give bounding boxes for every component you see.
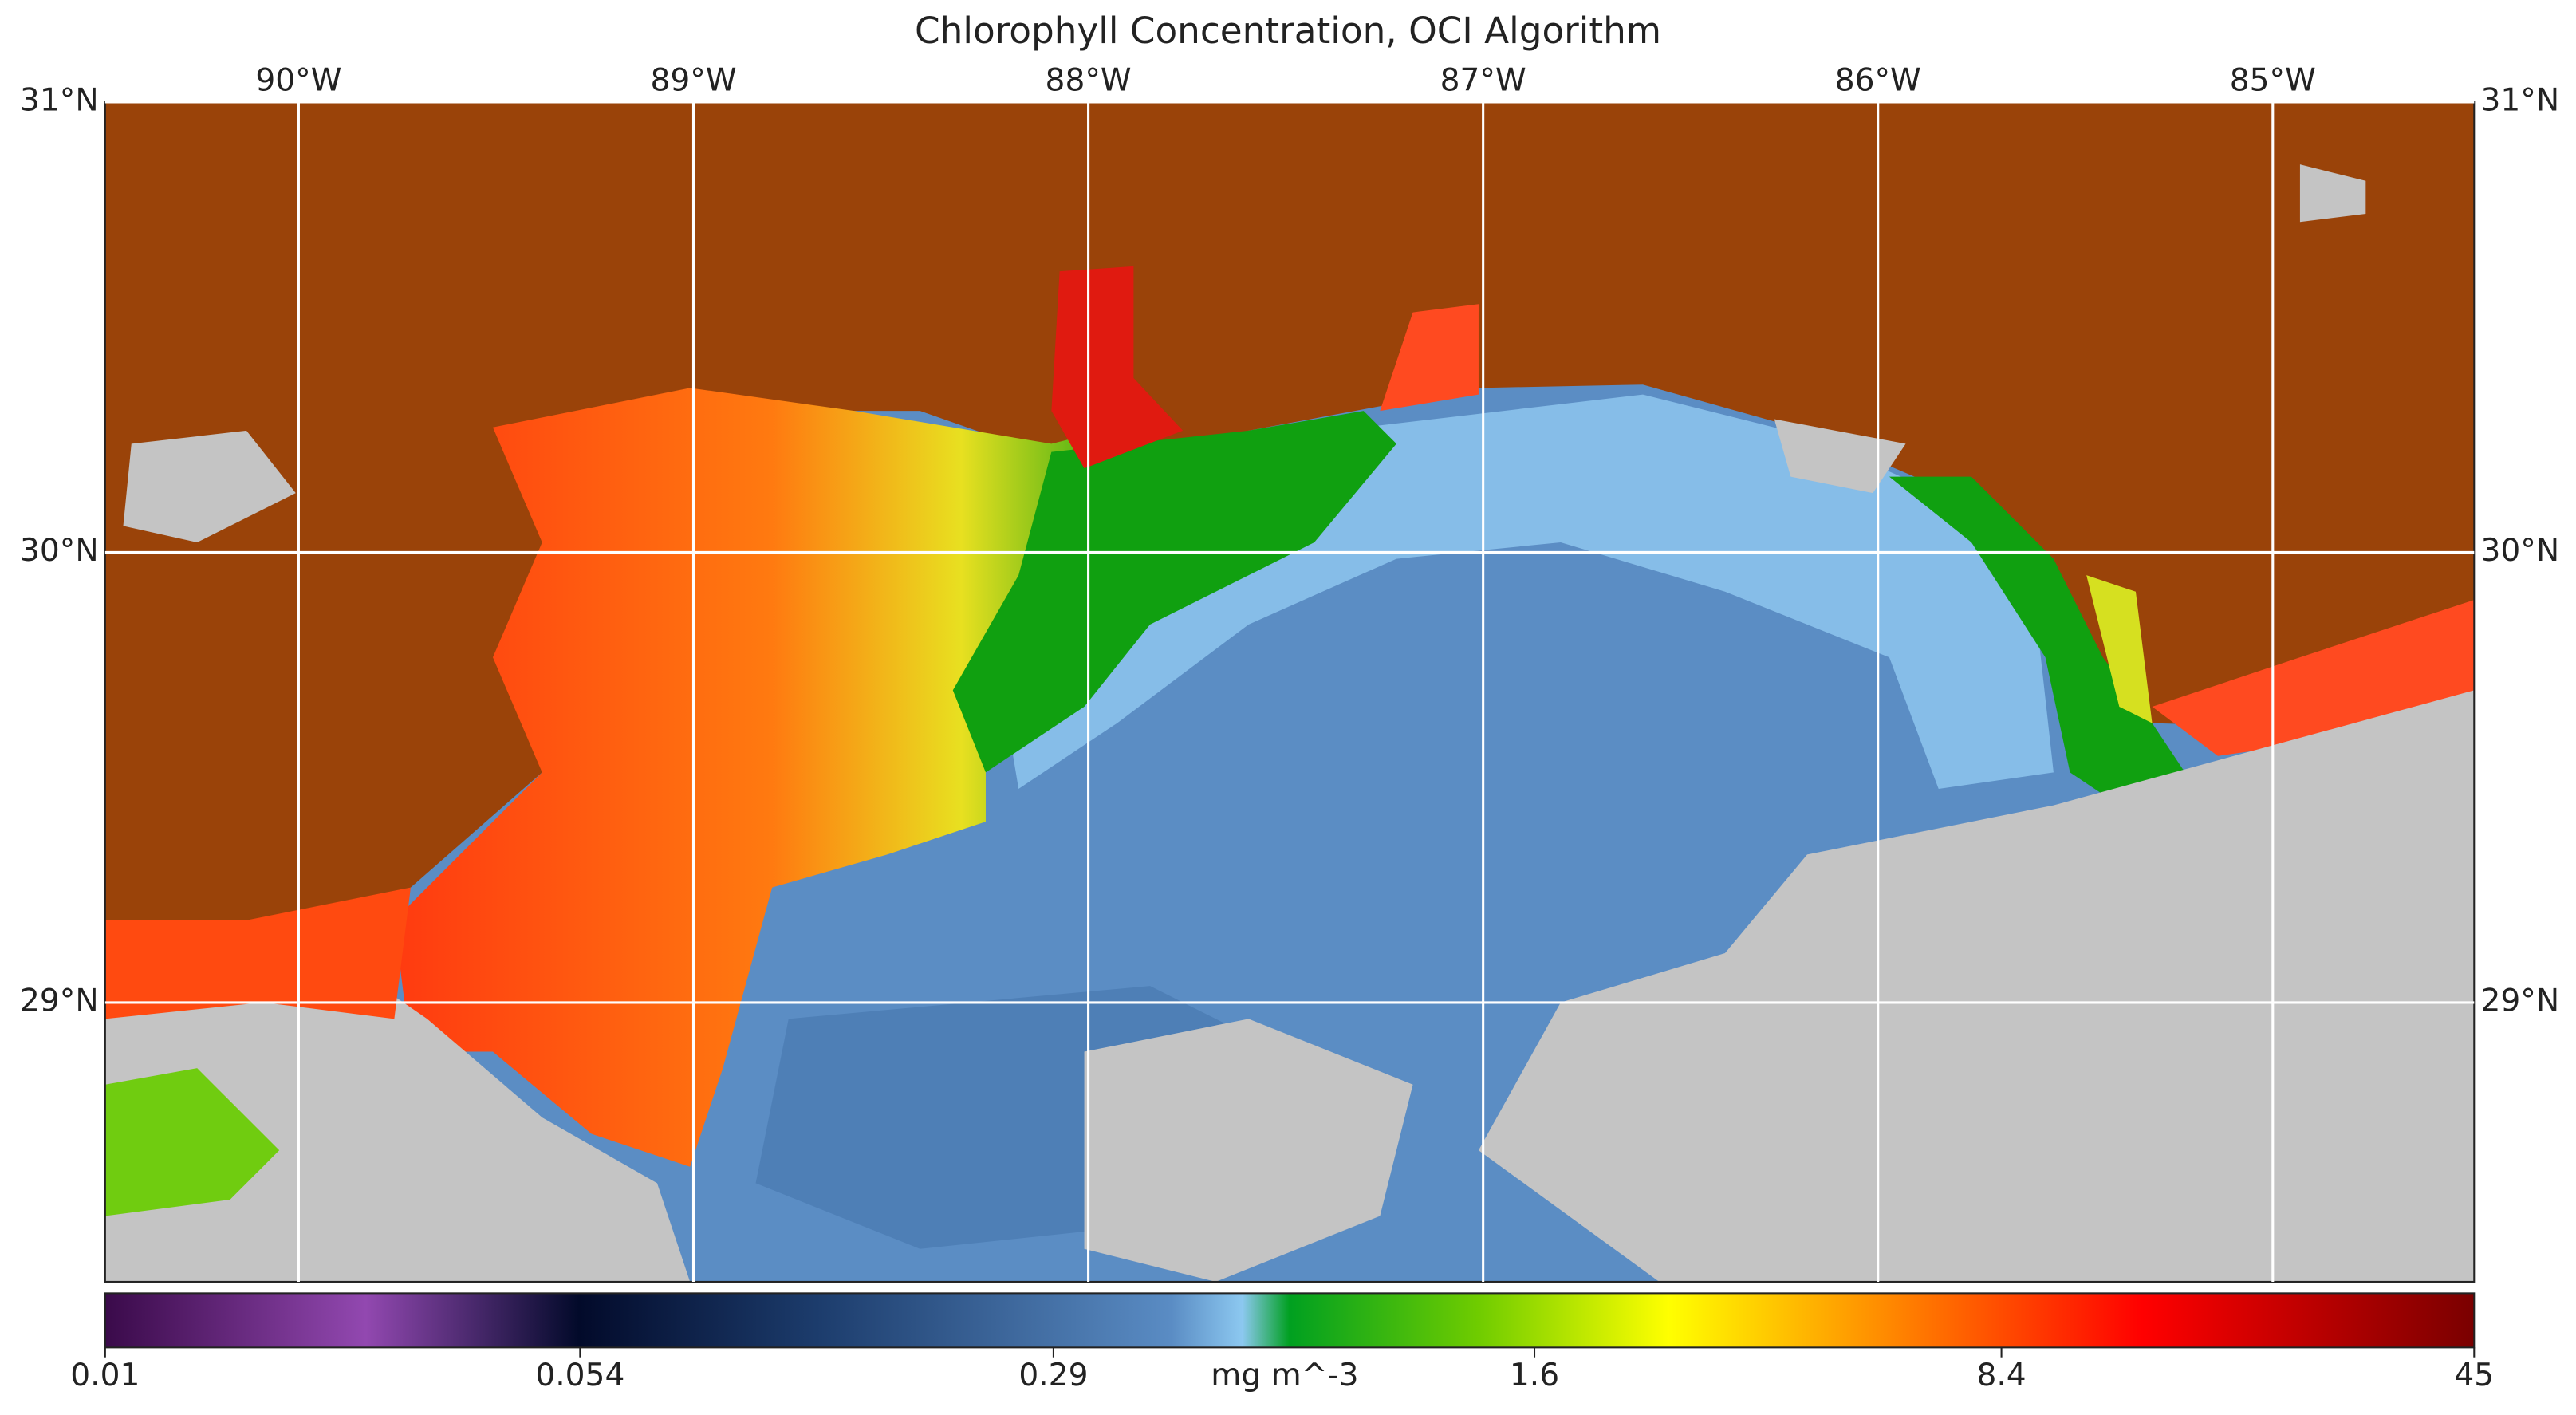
lon-label: 90°W bbox=[255, 63, 341, 99]
colorbar-tick-label: 0.01 bbox=[70, 1358, 140, 1393]
lon-label: 89°W bbox=[650, 63, 736, 99]
colorbar-tick-label: 45 bbox=[2454, 1358, 2494, 1393]
lon-label: 88°W bbox=[1046, 63, 1132, 99]
title: Chlorophyll Concentration, OCI Algorithm bbox=[915, 10, 1661, 52]
colorbar-tick-label: 0.054 bbox=[535, 1358, 624, 1393]
lat-label: 31°N bbox=[2481, 82, 2560, 118]
lat-label: 31°N bbox=[20, 82, 99, 118]
lon-label: 87°W bbox=[1440, 63, 1526, 99]
lon-label: 86°W bbox=[1835, 63, 1921, 99]
lat-label: 29°N bbox=[2481, 983, 2560, 1019]
colorbar-tick-label: 1.6 bbox=[1510, 1358, 1559, 1393]
lon-label: 85°W bbox=[2230, 63, 2316, 99]
colorbar-tick-label: 8.4 bbox=[1976, 1358, 2026, 1393]
lat-label: 29°N bbox=[20, 983, 99, 1019]
lat-label: 30°N bbox=[20, 533, 99, 569]
colorbar-unit: mg m^-3 bbox=[1211, 1358, 1358, 1393]
lat-label: 30°N bbox=[2481, 533, 2560, 569]
map-image bbox=[104, 101, 2475, 1282]
colorbar bbox=[104, 1292, 2476, 1349]
colorbar-tick-label: 0.29 bbox=[1018, 1358, 1088, 1393]
